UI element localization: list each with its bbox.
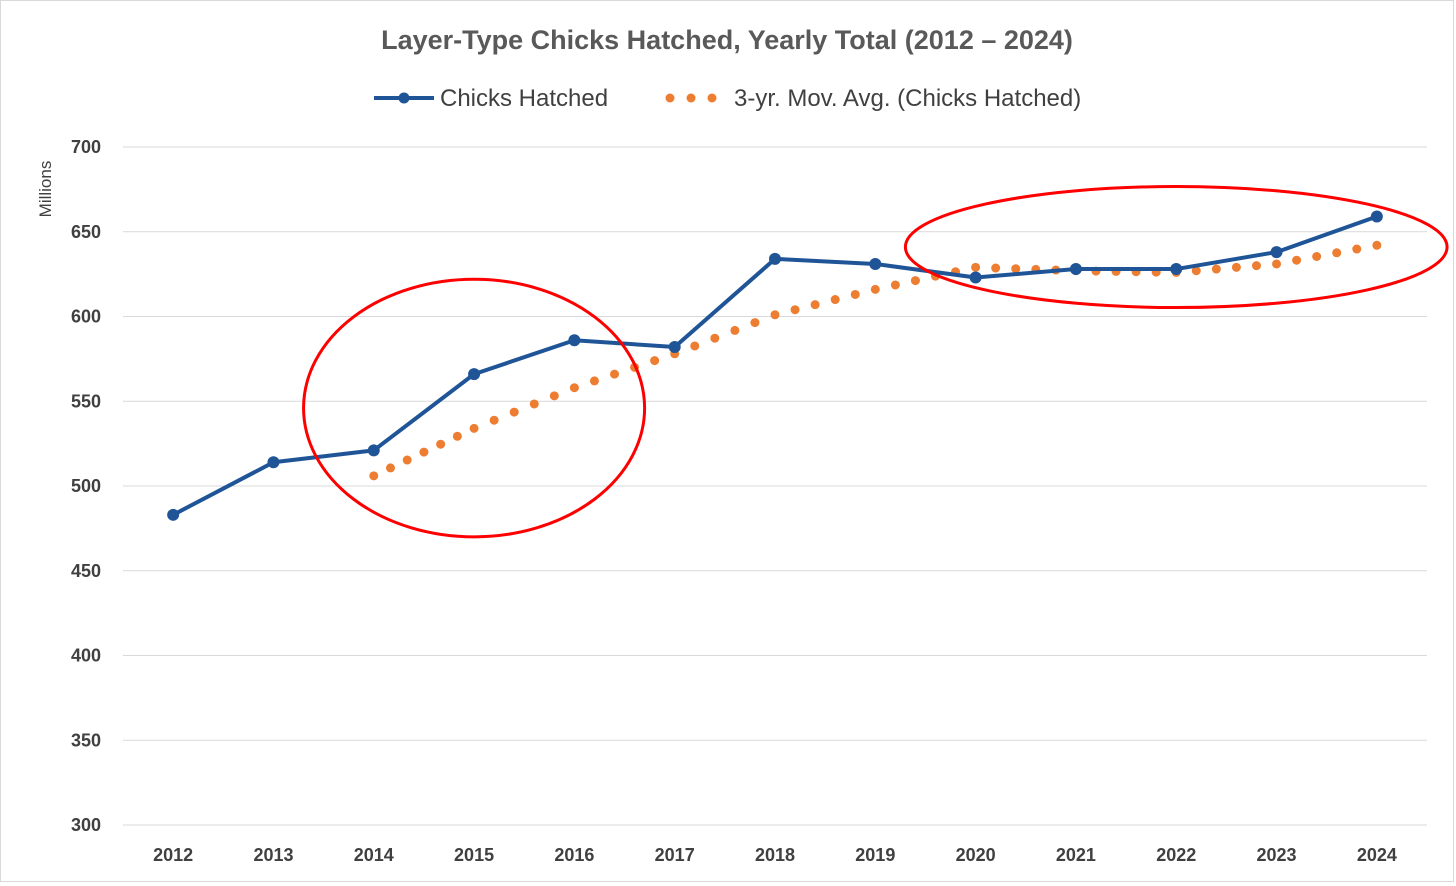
- moving-average-dot: [1011, 264, 1021, 274]
- moving-average-dot: [991, 263, 1001, 273]
- legend-item-moving-average: 3-yr. Mov. Avg. (Chicks Hatched): [665, 85, 1081, 112]
- moving-average-dot: [529, 399, 539, 409]
- x-tick-label: 2017: [655, 845, 695, 865]
- gridlines: [123, 146, 1427, 826]
- moving-average-dot: [790, 305, 800, 315]
- chicks-hatched-point: [1069, 263, 1082, 276]
- chicks-hatched-point: [1270, 246, 1283, 259]
- chicks-hatched-point: [267, 456, 280, 469]
- moving-average-dot: [509, 407, 519, 417]
- x-tick-label: 2019: [855, 845, 895, 865]
- x-tick-label: 2022: [1156, 845, 1196, 865]
- chicks-hatched-series: [167, 210, 1383, 521]
- chicks-hatched-point: [668, 341, 681, 354]
- x-tick-label: 2012: [153, 845, 193, 865]
- moving-average-dot: [1211, 264, 1221, 274]
- legend-dot-swatch: [665, 93, 675, 103]
- moving-average-dot: [810, 300, 820, 310]
- moving-average-dot: [549, 391, 559, 401]
- moving-average-dot: [569, 383, 579, 393]
- y-tick-label: 400: [71, 646, 101, 666]
- moving-average-dot: [870, 284, 880, 294]
- chicks-hatched-point: [969, 271, 982, 284]
- moving-average-dot: [690, 341, 700, 351]
- legend-dot-swatch: [707, 93, 717, 103]
- moving-average-dot: [1352, 244, 1362, 254]
- moving-average-dot: [419, 447, 429, 457]
- moving-average-dot: [730, 325, 740, 335]
- moving-average-series: [369, 240, 1382, 481]
- x-axis-tick-labels: 2012 2013 2014 2015 2016 2017 2018 2019 2020 2021…: [153, 845, 1397, 865]
- legend-label-moving-average: 3-yr. Mov. Avg. (Chicks Hatched): [734, 85, 1081, 112]
- chicks-hatched-point: [869, 257, 882, 270]
- moving-average-dot: [1231, 262, 1241, 272]
- x-tick-label: 2018: [755, 845, 795, 865]
- moving-average-dot: [750, 318, 760, 328]
- moving-average-dot: [436, 439, 446, 449]
- y-tick-label: 300: [71, 815, 101, 835]
- y-tick-label: 500: [71, 476, 101, 496]
- moving-average-dot: [1332, 248, 1342, 258]
- chart-title: Layer-Type Chicks Hatched, Yearly Total …: [381, 25, 1073, 55]
- moving-average-dot: [1272, 259, 1282, 269]
- moving-average-dot: [710, 333, 720, 343]
- chicks-hatched-point: [769, 252, 781, 265]
- moving-average-dot: [1292, 255, 1302, 265]
- y-tick-label: 350: [71, 730, 101, 750]
- x-tick-label: 2023: [1257, 845, 1297, 865]
- chicks-hatched-point: [367, 444, 380, 457]
- y-tick-label: 600: [71, 307, 101, 327]
- moving-average-dot: [1251, 261, 1261, 271]
- moving-average-dot: [489, 415, 499, 425]
- moving-average-dot: [850, 289, 860, 299]
- x-tick-label: 2015: [454, 845, 494, 865]
- moving-average-dot: [910, 276, 920, 286]
- moving-average-dot: [1312, 251, 1322, 261]
- moving-average-dot: [452, 431, 462, 441]
- moving-average-dot: [469, 423, 479, 433]
- chicks-hatched-point: [468, 368, 481, 381]
- moving-average-dot: [1372, 240, 1382, 250]
- x-tick-label: 2014: [354, 845, 394, 865]
- x-tick-label: 2016: [554, 845, 594, 865]
- annotation-ellipse: [903, 184, 1449, 310]
- moving-average-dot: [1191, 266, 1201, 276]
- moving-average-dot: [770, 310, 780, 320]
- moving-average-dot: [830, 295, 840, 305]
- chicks-hatched-point: [1170, 263, 1183, 276]
- legend-item-chicks-hatched: Chicks Hatched: [374, 85, 608, 112]
- legend-marker-swatch: [398, 92, 410, 104]
- x-tick-label: 2013: [253, 845, 293, 865]
- chicks-hatched-point: [568, 334, 581, 347]
- annotation-ellipse: [302, 277, 647, 539]
- moving-average-dot: [610, 369, 620, 379]
- annotation-circles: [302, 184, 1449, 539]
- moving-average-dot: [402, 455, 412, 465]
- moving-average-dot: [385, 463, 395, 473]
- legend-dot-swatch: [686, 93, 696, 103]
- moving-average-dot: [890, 280, 900, 290]
- moving-average-dot: [369, 471, 379, 481]
- moving-average-dot: [589, 376, 599, 386]
- y-axis-tick-labels: 300 350 400 450 500 550 600 650 700: [71, 137, 101, 835]
- chicks-hatched-point: [1370, 210, 1383, 223]
- x-tick-label: 2020: [956, 845, 996, 865]
- x-tick-label: 2024: [1357, 845, 1397, 865]
- y-tick-label: 700: [71, 137, 101, 157]
- y-tick-label: 650: [71, 222, 101, 242]
- legend-label-chicks-hatched: Chicks Hatched: [440, 85, 608, 112]
- moving-average-dot: [971, 262, 981, 272]
- x-tick-label: 2021: [1056, 845, 1096, 865]
- y-axis-unit-label: Millions: [36, 161, 55, 218]
- y-tick-label: 550: [71, 391, 101, 411]
- moving-average-dot: [650, 356, 660, 366]
- chart-legend: Chicks Hatched 3-yr. Mov. Avg. (Chicks H…: [374, 85, 1081, 112]
- chicks-hatched-point: [167, 508, 180, 521]
- y-tick-label: 450: [71, 561, 101, 581]
